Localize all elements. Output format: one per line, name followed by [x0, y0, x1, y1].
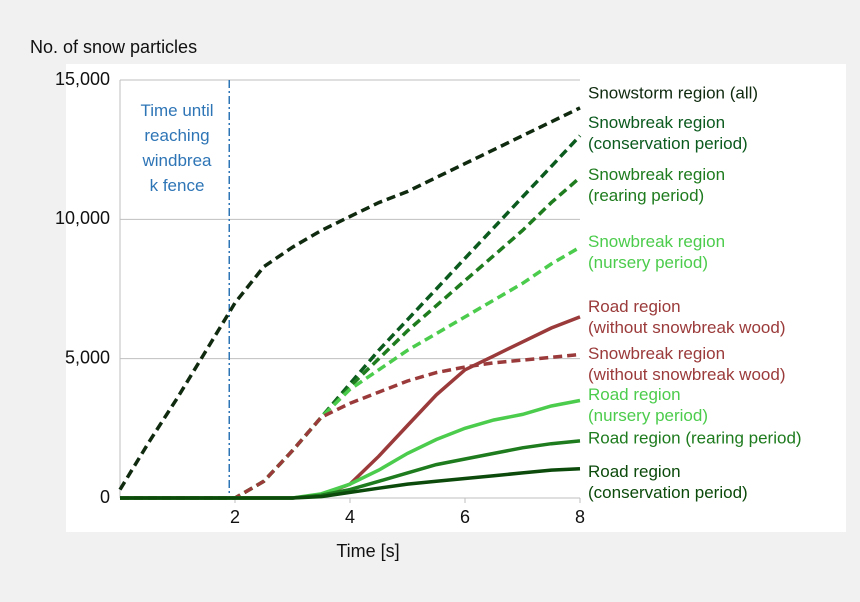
series-line — [118, 106, 581, 491]
x-tick-label: 6 — [460, 507, 470, 527]
x-tick-label: 8 — [575, 507, 585, 527]
series-label: Snowbreak region (nursery period) — [588, 232, 726, 272]
series-label: Road region (rearing period) — [588, 428, 802, 448]
y-tick-label: 5,000 — [65, 347, 110, 367]
series-label: Road region (without snowbreak wood) — [588, 297, 786, 337]
x-tick-label: 2 — [230, 507, 240, 527]
x-axis-title: Time [s] — [336, 541, 399, 561]
series-line — [120, 466, 581, 500]
series-label: Snowstorm region (all) — [588, 83, 759, 103]
y-tick-label: 10,000 — [55, 208, 110, 228]
y-tick-label: 15,000 — [55, 69, 110, 89]
series-label: Snowbreak region (without snowbreak wood… — [588, 344, 786, 384]
y-tick-label: 0 — [100, 487, 110, 507]
annotation: Time until reaching windbrea k fence — [140, 101, 214, 195]
chart-background — [66, 64, 846, 532]
x-tick-label: 4 — [345, 507, 355, 527]
series-label: Road region (conservation period) — [588, 462, 748, 502]
series-label: Snowbreak region (conservation period) — [588, 113, 748, 153]
y-axis-title: No. of snow particles — [30, 37, 197, 57]
series-label: Snowbreak region (rearing period) — [588, 165, 726, 205]
series-label: Road region (nursery period) — [588, 385, 708, 425]
